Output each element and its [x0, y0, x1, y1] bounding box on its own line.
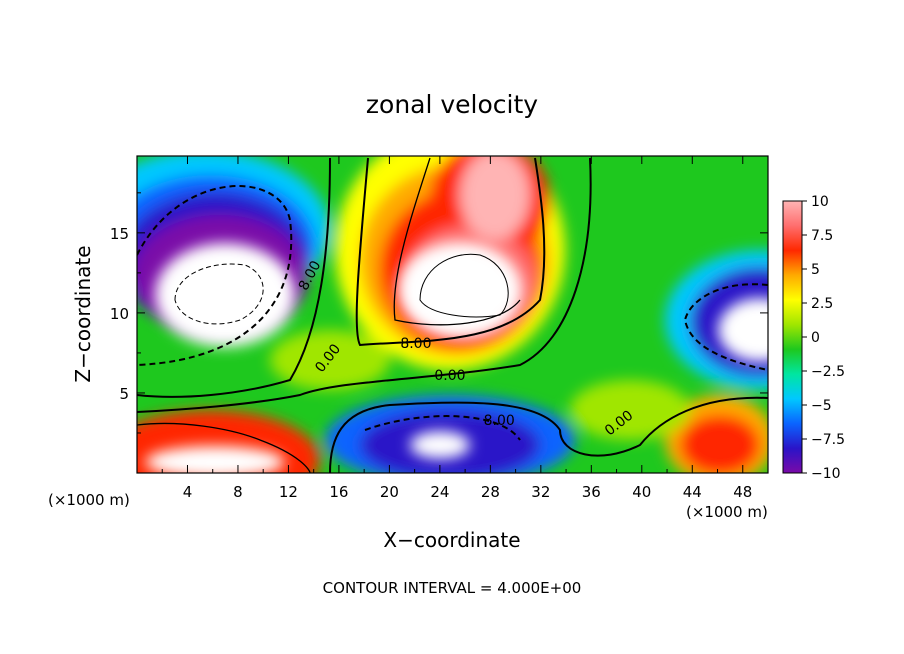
x-tick-label: 44 — [683, 483, 702, 501]
y-tick-label: 5 — [119, 385, 129, 403]
x-axis: 4 8 12 16 20 24 28 32 36 40 44 48 — [161, 156, 752, 501]
contour-line — [419, 253, 509, 318]
contour-line — [355, 157, 546, 347]
contour-label: 8.00 — [400, 336, 431, 352]
contour-line — [393, 157, 521, 326]
y-tick-label: 15 — [110, 225, 129, 243]
contour-line — [137, 157, 331, 398]
contour-line — [174, 263, 264, 325]
x-tick-label: 4 — [183, 483, 193, 501]
field-blob — [680, 415, 760, 473]
colorbar-ticks: 10 7.5 5 2.5 0 −2.5 −5 −7.5 −10 — [802, 194, 845, 482]
saturated-region — [155, 243, 295, 347]
x-tick-label: 8 — [233, 483, 243, 501]
contour-line — [364, 415, 521, 441]
x-tick-label: 28 — [481, 483, 500, 501]
x-tick-label: 40 — [632, 483, 651, 501]
contour-line — [137, 185, 293, 366]
saturated-region — [718, 298, 768, 362]
x-tick-label: 32 — [531, 483, 550, 501]
colorbar-tick-label: −10 — [811, 466, 841, 482]
saturated-region — [410, 431, 470, 459]
colorbar-tick-label: −5 — [811, 398, 832, 414]
x-tick-label: 16 — [329, 483, 348, 501]
y-axis: 5 10 15 — [110, 192, 768, 434]
saturated-region — [145, 446, 285, 473]
contour-line — [137, 157, 592, 413]
field-blob — [460, 156, 530, 240]
x-tick-label: 36 — [582, 483, 601, 501]
x-axis-label: X−coordinate — [383, 528, 520, 552]
x-tick-label: 48 — [733, 483, 752, 501]
colorbar-tick-label: 0 — [811, 330, 820, 346]
x-tick-label: 20 — [380, 483, 399, 501]
chart-title: zonal velocity — [366, 90, 538, 119]
contour-label: 0.00 — [434, 368, 465, 384]
contour-line — [137, 422, 311, 473]
colorbar — [782, 200, 803, 474]
colorbar-tick-label: 10 — [811, 194, 829, 210]
contour-label: 8.00 — [484, 413, 515, 429]
x-tick-label: 12 — [279, 483, 298, 501]
colorbar-tick-label: −2.5 — [811, 364, 845, 380]
x-unit-right: (×1000 m) — [686, 503, 768, 521]
y-tick-label: 10 — [110, 305, 129, 323]
plot-frame — [136, 155, 769, 474]
velocity-field — [137, 156, 768, 473]
contour-line — [329, 396, 768, 473]
x-unit-left: (×1000 m) — [48, 491, 130, 509]
colorbar-tick-label: 2.5 — [811, 296, 833, 312]
y-axis-label: Z−coordinate — [71, 245, 95, 382]
field-blob — [570, 380, 690, 440]
colorbar-tick-label: 7.5 — [811, 228, 833, 244]
footnote: CONTOUR INTERVAL = 4.000E+00 — [323, 579, 582, 597]
saturated-region — [398, 242, 522, 338]
x-tick-label: 24 — [430, 483, 449, 501]
colorbar-tick-label: 5 — [811, 262, 820, 278]
colorbar-tick-label: −7.5 — [811, 432, 845, 448]
